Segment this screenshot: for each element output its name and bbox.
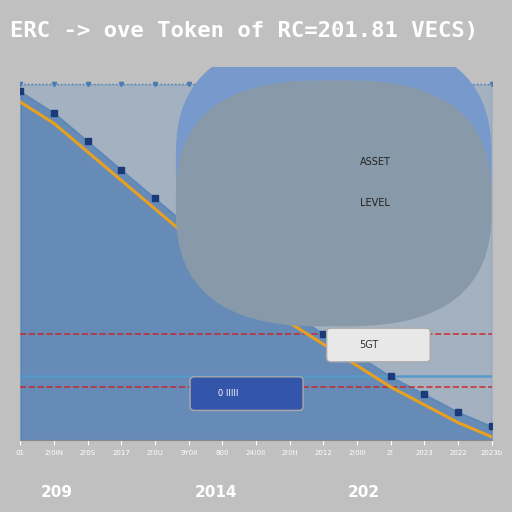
Text: 0 IIIII: 0 IIIII xyxy=(218,389,239,398)
Text: ERC -> ove Token of RC=201.81 VECS): ERC -> ove Token of RC=201.81 VECS) xyxy=(10,20,478,41)
FancyBboxPatch shape xyxy=(190,377,303,411)
Text: 202: 202 xyxy=(348,485,380,500)
Text: 5GT: 5GT xyxy=(359,340,379,350)
FancyBboxPatch shape xyxy=(308,182,444,224)
FancyBboxPatch shape xyxy=(327,328,430,362)
Text: 209: 209 xyxy=(41,485,73,500)
FancyBboxPatch shape xyxy=(176,39,492,285)
Text: ASSET: ASSET xyxy=(359,157,391,167)
FancyBboxPatch shape xyxy=(308,141,444,182)
FancyBboxPatch shape xyxy=(176,80,492,326)
Text: LEVEL: LEVEL xyxy=(359,198,390,208)
Text: 2014: 2014 xyxy=(195,485,237,500)
